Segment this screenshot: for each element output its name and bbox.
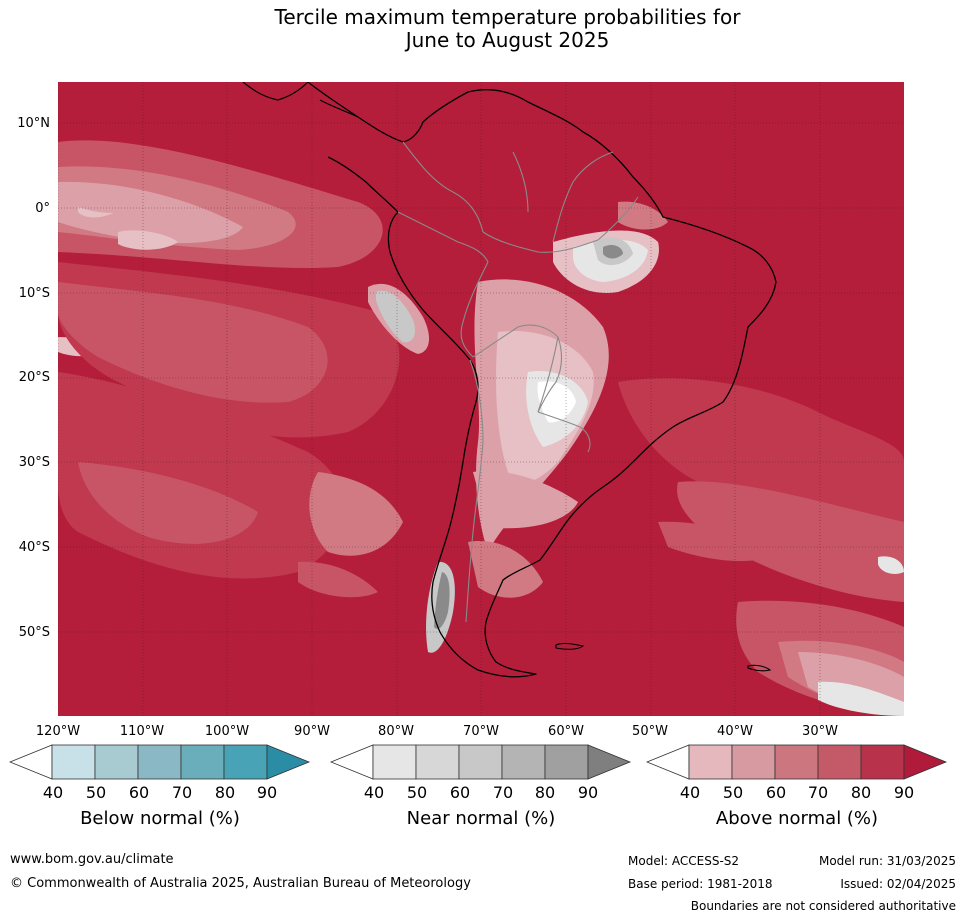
base-period-text: Base period: 1981-2018 [628,877,773,891]
peru-coast-zone [368,283,430,354]
south-georgia [747,664,772,672]
legend-tick: 50 [406,783,428,802]
copyright-text: © Commonwealth of Australia 2025, Austra… [10,876,471,891]
probability-map [58,82,904,716]
lon-label-60w: 60°W [548,724,584,739]
legend-tick: 60 [128,783,150,802]
legend-tick: 80 [534,783,556,802]
legend-tick: 70 [171,783,193,802]
legend-swatch [501,744,546,780]
central-continent-zone [468,279,609,598]
falklands [555,642,585,650]
lon-label-90w: 90°W [294,724,330,739]
legend-tick: 40 [363,783,385,802]
legend-below-normal [9,744,311,780]
legend-near-normal [330,744,632,780]
legend-tick: 60 [449,783,471,802]
legend-low-arrow [646,744,690,780]
lat-label-40s: 40°S [18,540,50,555]
legend-tick: 50 [722,783,744,802]
lat-label-10n: 10°N [17,116,50,131]
lon-label-40w: 40°W [717,724,753,739]
legend-swatch [180,744,225,780]
legend-above-title: Above normal (%) [715,808,879,829]
south-atlantic-zones [618,378,904,716]
legend-tick: 40 [42,783,64,802]
lat-label-30s: 30°S [18,455,50,470]
lon-label-100w: 100°W [204,724,250,739]
legend-swatch [688,744,733,780]
legend-swatch [415,744,460,780]
issued-text: Issued: 02/04/2025 [840,877,956,891]
legend-swatch [774,744,819,780]
legend-low-arrow [9,744,53,780]
legend-tick: 80 [214,783,236,802]
legend-swatch [817,744,862,780]
map-gridlines [58,82,904,716]
website-link[interactable]: www.bom.gov.au/climate [10,852,174,867]
legend-swatch [372,744,417,780]
country-boundaries [397,141,639,623]
map-svg [58,82,904,716]
legend-tick: 70 [492,783,514,802]
legend-low-arrow [330,744,374,780]
legend-tick: 80 [850,783,872,802]
legend-below-title: Below normal (%) [80,808,240,829]
legend-high-arrow [266,744,311,780]
lon-label-110w: 110°W [119,724,165,739]
chart-title: Tercile maximum temperature probabilitie… [0,6,965,52]
legend-swatch [94,744,139,780]
lat-label-0: 0° [35,201,50,216]
legend-swatch [860,744,905,780]
legend-tick: 90 [577,783,599,802]
south-america-coastline [307,82,777,678]
title-line-2: June to August 2025 [405,28,610,52]
lat-label-50s: 50°S [18,625,50,640]
legend-high-arrow [587,744,632,780]
lat-label-20s: 20°S [18,370,50,385]
legend-tick: 90 [256,783,278,802]
legend-tick: 60 [765,783,787,802]
lon-label-80w: 80°W [378,724,414,739]
legend-tick: 50 [85,783,107,802]
lon-label-120w: 120°W [35,724,81,739]
title-line-1: Tercile maximum temperature probabilitie… [274,5,741,29]
lon-label-50w: 50°W [632,724,668,739]
legend-swatch [731,744,776,780]
legend-swatch [51,744,96,780]
legend-tick: 90 [893,783,915,802]
legend-tick: 70 [807,783,829,802]
legend-swatch [544,744,589,780]
lon-label-30w: 30°W [802,724,838,739]
model-run-text: Model run: 31/03/2025 [818,854,956,868]
disclaimer-text: Boundaries are not considered authoritat… [690,899,956,913]
lon-label-70w: 70°W [463,724,499,739]
legend-high-arrow [903,744,948,780]
lat-label-10s: 10°S [18,286,50,301]
legend-near-title: Near normal (%) [406,808,556,829]
legend-swatch [223,744,268,780]
legend-swatch [458,744,503,780]
pacific-mid-zones [58,262,403,598]
legend-above-normal [646,744,948,780]
legend-tick: 40 [679,783,701,802]
pacific-band [58,140,383,357]
model-text: Model: ACCESS-S2 [628,854,740,868]
central-america-coastline [242,82,359,118]
legend-swatch [137,744,182,780]
